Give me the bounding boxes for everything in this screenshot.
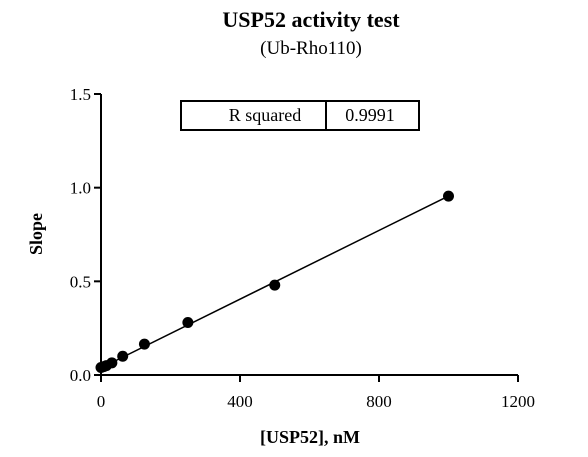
data-point <box>138 338 150 350</box>
axes: 0.0 0.5 1.0 1.5 0 400 800 1200 <box>70 85 535 411</box>
r-squared-box: R squared 0.9991 <box>180 100 420 131</box>
r-squared-label: R squared <box>229 105 301 125</box>
data-point <box>182 317 194 329</box>
data-point <box>269 279 281 291</box>
data-point <box>106 357 118 369</box>
x-axis-label: [USP52], nM <box>260 427 360 447</box>
chart-title: USP52 activity test <box>222 7 400 32</box>
x-tick-label: 800 <box>366 392 392 411</box>
data-point <box>117 350 129 362</box>
r-squared-box-border <box>180 100 420 131</box>
y-tick-label: 0.0 <box>70 366 91 385</box>
x-tick-label: 1200 <box>501 392 535 411</box>
y-tick-label: 1.5 <box>70 85 91 104</box>
x-tick-label: 0 <box>97 392 106 411</box>
y-axis-label: Slope <box>26 213 46 255</box>
data-point <box>443 190 454 202</box>
r-squared-value: 0.9991 <box>345 105 395 125</box>
data-points <box>95 190 454 374</box>
x-tick-label: 400 <box>227 392 253 411</box>
y-tick-label: 1.0 <box>70 179 91 198</box>
chart-subtitle: (Ub-Rho110) <box>260 38 362 59</box>
y-tick-label: 0.5 <box>70 272 91 291</box>
